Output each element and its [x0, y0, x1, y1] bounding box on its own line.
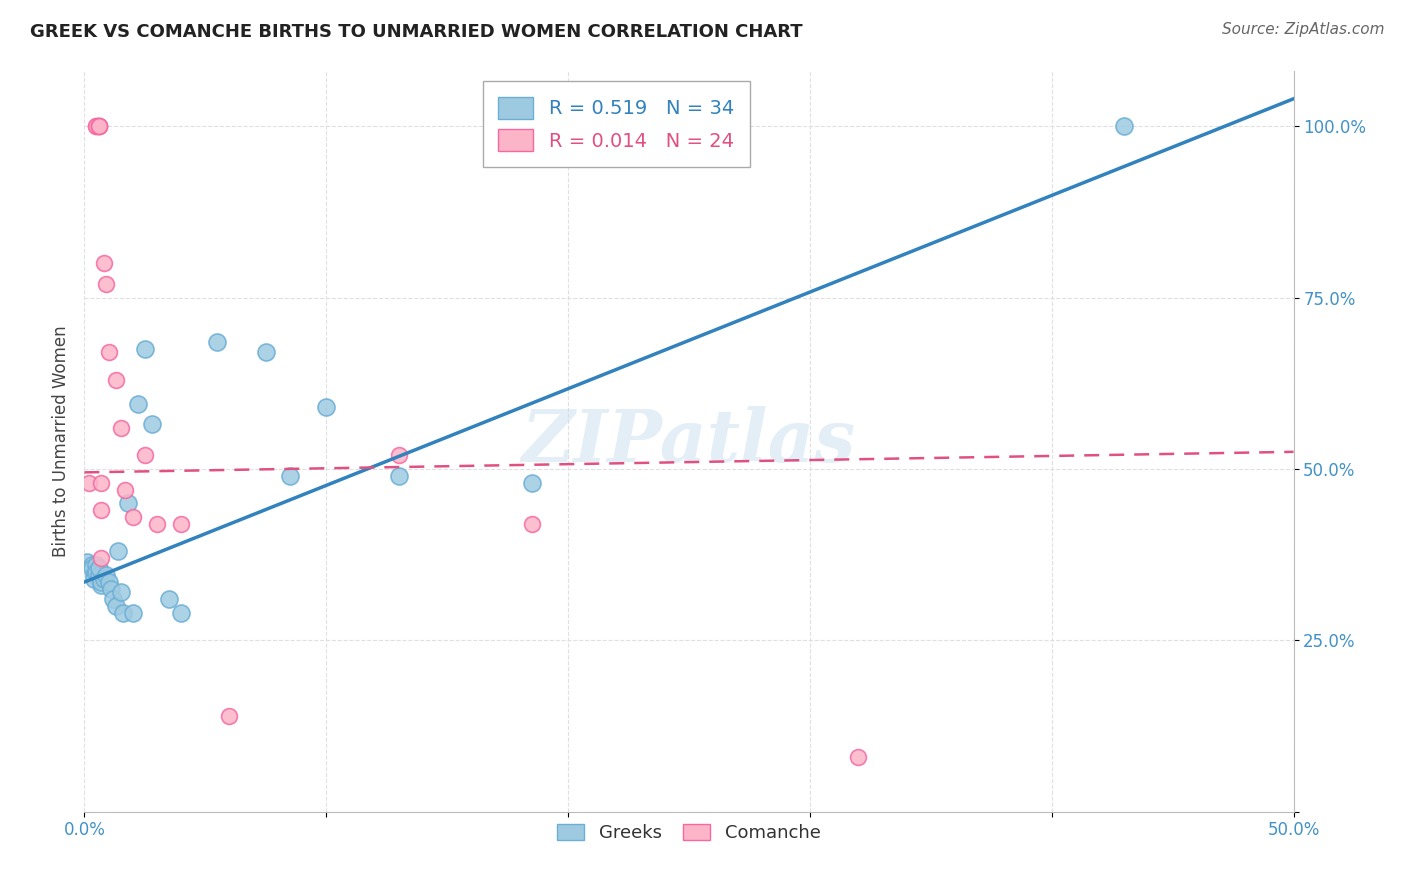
Point [112, 606, 135, 620]
Point [83, 568, 105, 582]
Point [121, 606, 143, 620]
Point [110, 421, 132, 435]
Point [87, 119, 110, 133]
Point [170, 606, 193, 620]
Point [254, 345, 277, 359]
Point [87, 119, 110, 133]
Point [90, 551, 112, 566]
Point [83, 572, 105, 586]
Point [315, 401, 337, 415]
Point [110, 585, 132, 599]
Point [104, 373, 127, 387]
Point [76, 554, 98, 568]
Point [86, 119, 108, 133]
Point [90, 578, 112, 592]
Point [90, 575, 112, 590]
Point [104, 599, 127, 613]
Point [94, 277, 117, 291]
Point [1114, 119, 1136, 133]
Point [146, 516, 169, 531]
Point [80, 561, 103, 575]
Point [97, 575, 120, 590]
Point [93, 256, 115, 270]
Point [141, 417, 163, 432]
Text: Source: ZipAtlas.com: Source: ZipAtlas.com [1222, 22, 1385, 37]
Point [90, 475, 112, 490]
Text: GREEK VS COMANCHE BIRTHS TO UNMARRIED WOMEN CORRELATION CHART: GREEK VS COMANCHE BIRTHS TO UNMARRIED WO… [30, 23, 803, 41]
Point [157, 592, 180, 607]
Point [388, 468, 411, 483]
Point [90, 503, 112, 517]
Point [134, 448, 156, 462]
Point [87, 119, 110, 133]
Point [93, 572, 115, 586]
Point [127, 397, 149, 411]
Legend: Greeks, Comanche: Greeks, Comanche [548, 814, 830, 851]
Point [520, 475, 543, 490]
Point [87, 561, 110, 575]
Point [846, 750, 869, 764]
Point [86, 565, 108, 579]
Point [278, 468, 301, 483]
Point [520, 516, 543, 531]
Point [103, 592, 125, 607]
Point [80, 558, 103, 572]
Point [388, 448, 411, 462]
Point [134, 342, 156, 356]
Point [100, 582, 122, 596]
Point [121, 510, 143, 524]
Point [218, 708, 240, 723]
Point [86, 558, 108, 572]
Y-axis label: Births to Unmarried Women: Births to Unmarried Women [52, 326, 70, 558]
Point [97, 345, 120, 359]
Point [170, 516, 193, 531]
Point [94, 568, 117, 582]
Point [87, 568, 110, 582]
Point [114, 483, 136, 497]
Point [77, 475, 100, 490]
Point [87, 119, 110, 133]
Point [207, 335, 229, 350]
Text: ZIPatlas: ZIPatlas [522, 406, 856, 477]
Point [117, 496, 139, 510]
Point [86, 119, 108, 133]
Point [107, 544, 129, 558]
